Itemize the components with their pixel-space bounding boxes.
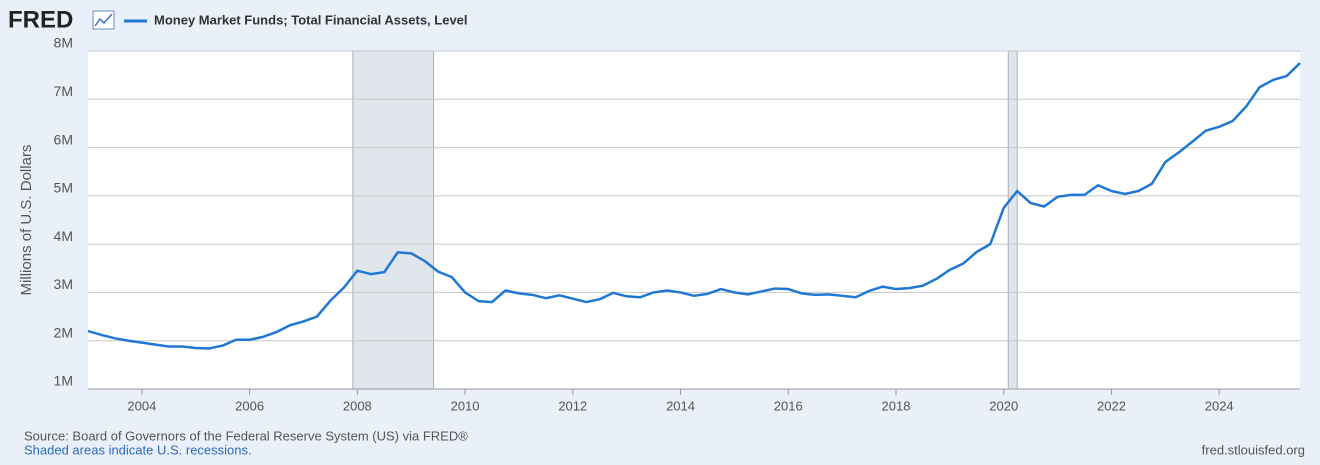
source: Source: Board of Governors of the Federa… [24, 428, 468, 443]
site: fred.stlouisfed.org [1202, 442, 1305, 457]
x-tick-label: 2020 [989, 398, 1018, 413]
logo: FRED [8, 6, 73, 33]
plot-area [88, 51, 1300, 389]
y-tick-label: 4M [54, 228, 73, 244]
y-tick-label: 5M [54, 180, 73, 196]
logo-icon [92, 10, 115, 30]
y-tick-label: 8M [54, 35, 73, 51]
x-tick-label: 2016 [774, 398, 803, 413]
x-tick-label: 2006 [235, 398, 264, 413]
x-tick-label: 2018 [882, 398, 911, 413]
y-tick-label: 2M [54, 324, 73, 340]
x-tick-label: 2022 [1097, 398, 1126, 413]
x-tick-label: 2004 [127, 398, 156, 413]
recession-note: Shaded areas indicate U.S. recessions. [24, 442, 252, 457]
legend-label: Money Market Funds; Total Financial Asse… [154, 12, 468, 27]
x-tick-label: 2012 [558, 398, 587, 413]
y-tick-label: 6M [54, 131, 73, 147]
y-axis-label: Millions of U.S. Dollars [18, 145, 35, 296]
y-tick-label: 3M [54, 276, 73, 292]
x-tick-label: 2008 [343, 398, 372, 413]
data-line [87, 62, 1301, 350]
x-tick-label: 2024 [1205, 398, 1234, 413]
y-tick-label: 7M [54, 83, 73, 99]
y-tick-label: 1M [54, 373, 73, 389]
x-tick-label: 2014 [666, 398, 695, 413]
x-tick-label: 2010 [451, 398, 480, 413]
recession-band [1007, 50, 1018, 390]
recession-band [352, 50, 435, 390]
